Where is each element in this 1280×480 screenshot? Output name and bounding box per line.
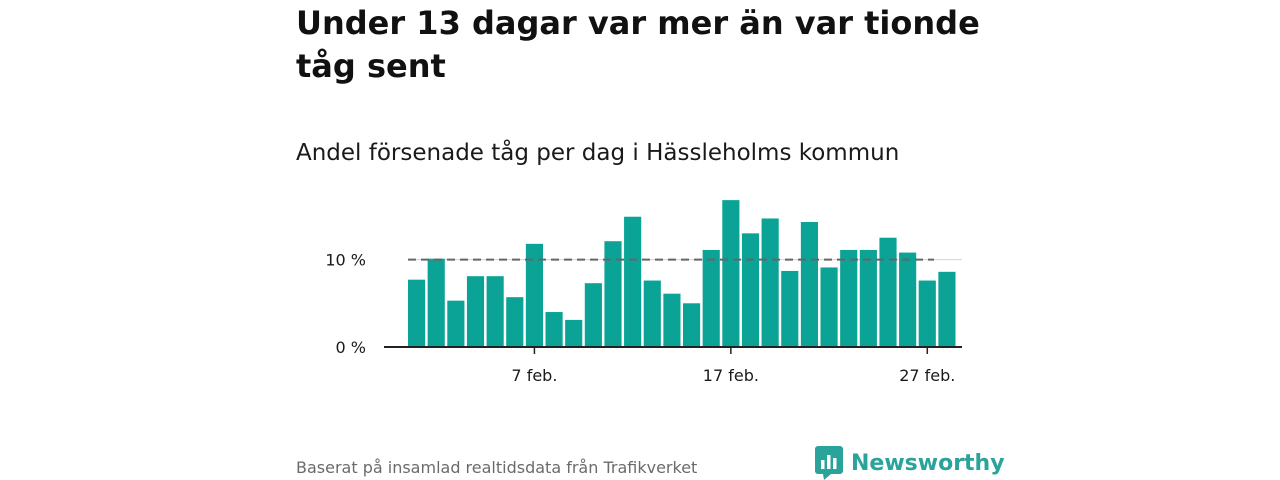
bar[interactable]: [800, 221, 818, 347]
bar[interactable]: [604, 241, 622, 347]
bar[interactable]: [624, 216, 642, 347]
bar[interactable]: [840, 249, 858, 347]
bar-chart: 0 % 10 % 7 feb. 17 feb. 27 feb.: [325, 200, 962, 385]
bar[interactable]: [722, 200, 740, 347]
bar[interactable]: [918, 280, 936, 347]
bar[interactable]: [741, 233, 760, 347]
bar[interactable]: [938, 271, 956, 347]
brand-logo[interactable]: Newsworthy: [815, 446, 1005, 480]
bar[interactable]: [506, 297, 524, 347]
brand-name: Newsworthy: [851, 450, 1005, 476]
bar[interactable]: [820, 267, 838, 347]
bar[interactable]: [545, 312, 563, 347]
bar[interactable]: [683, 303, 701, 347]
bars-layer: [408, 200, 956, 347]
chart-subtitle: Andel försenade tåg per dag i Hässleholm…: [296, 140, 900, 166]
bar[interactable]: [859, 249, 877, 347]
x-tick-label: 7 feb.: [511, 366, 557, 385]
bar[interactable]: [643, 280, 661, 347]
x-tick-label: 17 feb.: [703, 366, 759, 385]
bar[interactable]: [466, 276, 485, 347]
y-tick-label: 0 %: [336, 338, 366, 357]
axis-layer: 0 % 10 % 7 feb. 17 feb. 27 feb.: [325, 251, 962, 385]
x-tick-label: 27 feb.: [899, 366, 955, 385]
source-note: Baserat på insamlad realtidsdata från Tr…: [296, 458, 698, 477]
bar[interactable]: [447, 300, 465, 347]
bar[interactable]: [565, 319, 583, 347]
bar[interactable]: [427, 258, 445, 347]
chart-title: Under 13 dagar var mer än var tionde tåg…: [296, 4, 980, 85]
bar[interactable]: [702, 249, 720, 347]
bar[interactable]: [663, 293, 681, 347]
y-tick-label: 10 %: [325, 251, 366, 270]
bar[interactable]: [486, 276, 504, 347]
bar[interactable]: [525, 243, 543, 347]
bar[interactable]: [899, 252, 917, 347]
bar[interactable]: [761, 218, 779, 347]
newsworthy-logo-icon: [815, 446, 843, 480]
bar[interactable]: [781, 270, 799, 347]
bar[interactable]: [879, 237, 897, 347]
bar[interactable]: [584, 283, 602, 347]
bar[interactable]: [408, 279, 426, 347]
